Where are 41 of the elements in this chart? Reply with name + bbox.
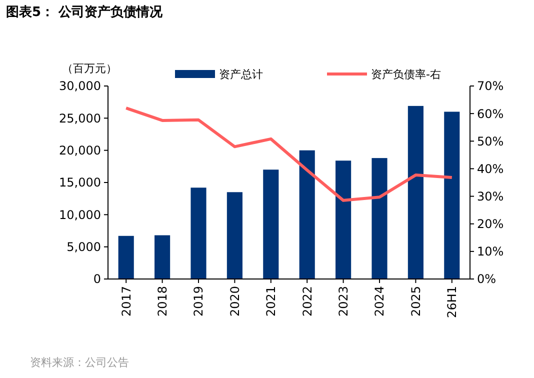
y-tick-label: 5,000 <box>66 240 101 254</box>
x-tick-label: 2018 <box>156 286 170 317</box>
bar <box>190 188 206 279</box>
bar <box>226 192 242 279</box>
x-tick-label: 2020 <box>228 286 242 317</box>
y-tick-label: 10,000 <box>59 208 101 222</box>
y-axis-title: （百万元） <box>62 62 117 75</box>
bar <box>118 236 134 279</box>
legend-label: 资产负债率-右 <box>371 68 441 81</box>
bar <box>444 112 460 279</box>
x-tick-label: 2021 <box>264 286 278 317</box>
text: 资料来源：公司公告 <box>30 356 129 369</box>
y-tick-label: 20,000 <box>59 144 101 158</box>
y2-tick-label: 30% <box>477 189 504 204</box>
y2-tick-label: 70% <box>477 79 504 94</box>
bar <box>336 160 352 279</box>
y-tick-label: 0 <box>93 272 101 286</box>
bar <box>299 150 315 279</box>
x-tick-label: 2017 <box>119 286 134 317</box>
x-tick-label: 2025 <box>408 286 423 317</box>
legend-label: 资产总计 <box>219 68 263 81</box>
y-tick-label: 15,000 <box>59 176 101 190</box>
bar <box>372 158 388 279</box>
x-tick-label: 2022 <box>300 286 314 317</box>
bar <box>408 106 424 279</box>
y2-tick-label: 0% <box>477 272 496 286</box>
y2-tick-label: 50% <box>477 134 504 148</box>
bar <box>263 170 279 279</box>
x-tick-label: 2024 <box>372 286 387 317</box>
y-tick-label: 30,000 <box>59 79 101 94</box>
y2-tick-label: 20% <box>477 217 504 232</box>
x-tick-label: 26H1 <box>445 286 460 318</box>
x-tick-label: 2023 <box>336 286 350 317</box>
y2-tick-label: 40% <box>477 162 504 176</box>
y-tick-label: 25,000 <box>59 111 101 126</box>
bar <box>154 235 170 279</box>
y2-tick-label: 60% <box>477 106 504 121</box>
y2-tick-label: 10% <box>477 244 504 259</box>
line-series <box>124 106 454 202</box>
x-tick-label: 2019 <box>192 286 206 317</box>
chart-title: 图表5： 公司资产负债情况 <box>6 4 164 20</box>
